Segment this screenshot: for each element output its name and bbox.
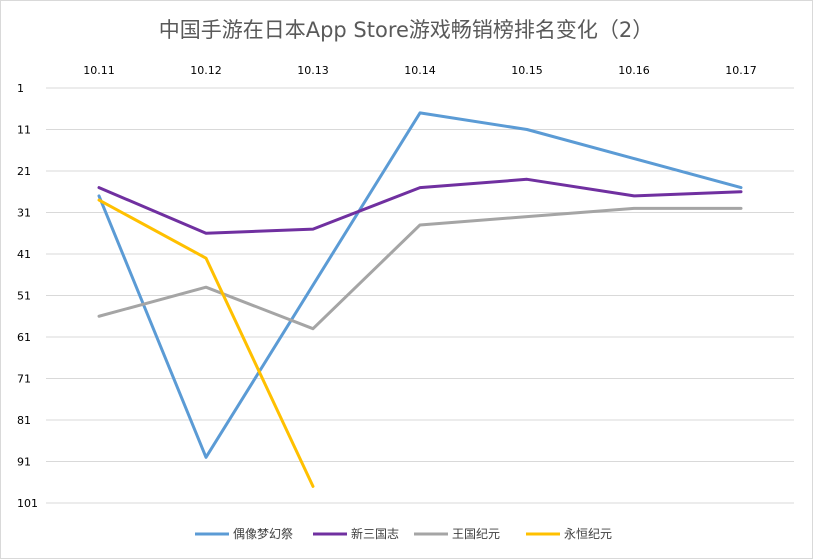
y-tick-label: 71	[17, 373, 31, 386]
x-tick-label: 10.15	[511, 64, 543, 77]
series-line-1	[97, 177, 743, 235]
y-tick-label: 31	[17, 207, 31, 220]
legend: 偶像梦幻祭 新三国志 王国纪元 永恒纪元	[195, 526, 612, 541]
x-tick-label: 10.14	[404, 64, 436, 77]
x-tick-label: 10.12	[190, 64, 222, 77]
legend-label: 王国纪元	[452, 527, 500, 541]
series-lines	[97, 111, 743, 488]
series-line-3	[97, 198, 315, 488]
y-tick-label: 91	[17, 456, 31, 469]
x-axis-ticks: 10.11 10.12 10.13 10.14 10.15 10.16 10.17	[83, 64, 757, 77]
gridlines	[46, 87, 794, 504]
y-tick-label: 81	[17, 414, 31, 427]
y-tick-label: 101	[17, 497, 38, 510]
y-tick-label: 11	[17, 124, 31, 137]
x-tick-label: 10.11	[83, 64, 115, 77]
legend-label: 新三国志	[351, 526, 399, 541]
y-tick-label: 51	[17, 290, 31, 303]
y-tick-label: 41	[17, 248, 31, 261]
x-tick-label: 10.16	[618, 64, 650, 77]
y-tick-label: 61	[17, 331, 31, 344]
y-tick-label: 1	[17, 82, 24, 95]
chart-title: 中国手游在日本App Store游戏畅销榜排名变化（2）	[159, 18, 654, 42]
series-line-0	[97, 111, 743, 459]
legend-label: 永恒纪元	[564, 527, 612, 541]
series-line-2	[97, 206, 743, 331]
legend-label: 偶像梦幻祭	[233, 527, 293, 541]
y-tick-label: 21	[17, 165, 31, 178]
x-tick-label: 10.17	[725, 64, 757, 77]
x-tick-label: 10.13	[297, 64, 329, 77]
